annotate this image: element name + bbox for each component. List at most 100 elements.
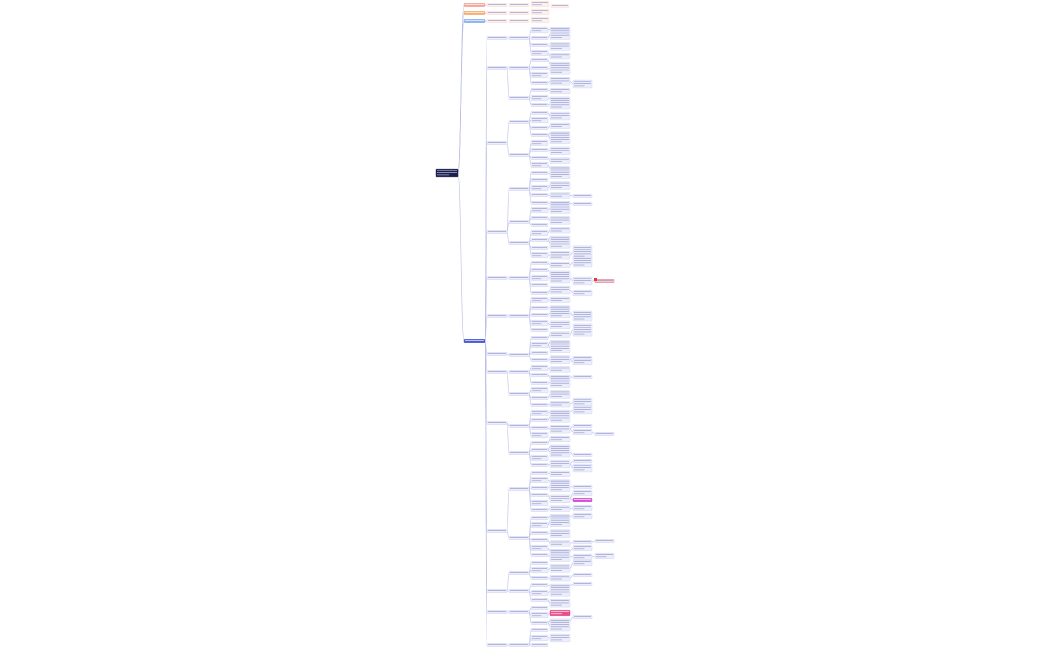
node-box	[549, 157, 571, 164]
connector	[506, 488, 510, 532]
connector	[506, 221, 510, 233]
node-box	[572, 554, 593, 561]
connector	[547, 411, 551, 414]
node-box	[549, 446, 571, 458]
node	[549, 459, 571, 469]
node	[486, 643, 508, 647]
connector	[547, 568, 551, 571]
node	[549, 470, 571, 477]
connector	[547, 427, 551, 430]
node	[572, 615, 593, 619]
node	[530, 463, 549, 467]
node	[572, 498, 593, 502]
node	[549, 237, 571, 249]
node	[530, 643, 549, 647]
node	[508, 153, 530, 157]
node-box	[530, 0, 550, 7]
node	[530, 545, 549, 552]
connector	[547, 239, 551, 244]
node	[508, 220, 530, 224]
connector	[528, 121, 532, 136]
node	[463, 19, 486, 23]
node	[572, 310, 593, 322]
node	[594, 553, 615, 560]
connector	[569, 357, 574, 360]
node-box	[530, 184, 549, 191]
connector	[547, 134, 551, 140]
node-box	[530, 522, 549, 529]
node	[530, 111, 549, 115]
node	[572, 245, 593, 259]
node-box	[549, 540, 571, 547]
node	[486, 589, 508, 593]
connector	[547, 112, 551, 117]
node-box	[530, 116, 549, 123]
node	[549, 262, 571, 269]
connector	[506, 353, 510, 356]
node	[549, 425, 571, 434]
connector	[528, 188, 532, 204]
node	[530, 229, 549, 236]
node	[594, 432, 615, 436]
marker	[594, 278, 597, 281]
connector	[528, 67, 532, 84]
node	[508, 96, 530, 100]
node-box	[549, 412, 571, 423]
connector	[528, 97, 532, 106]
node-box	[530, 365, 549, 372]
node	[530, 193, 549, 197]
connector	[569, 463, 574, 469]
node-box	[530, 387, 549, 394]
connector	[528, 389, 532, 395]
node	[486, 352, 508, 356]
node-box	[530, 590, 549, 597]
node	[549, 168, 571, 179]
node-box	[549, 516, 571, 527]
node	[572, 356, 593, 360]
connector	[528, 371, 532, 384]
node	[508, 3, 530, 7]
connector	[547, 89, 551, 92]
connector	[547, 612, 551, 616]
connector	[569, 312, 574, 317]
node	[530, 561, 549, 565]
node-box	[549, 227, 571, 234]
node	[530, 403, 549, 407]
node	[572, 463, 593, 473]
node	[594, 279, 615, 283]
node	[463, 339, 486, 343]
node	[549, 227, 571, 234]
node	[530, 8, 550, 15]
node-box	[508, 96, 530, 100]
node-box	[549, 203, 571, 214]
node	[572, 453, 593, 457]
node	[530, 206, 549, 213]
node	[508, 392, 530, 396]
node	[572, 397, 593, 407]
connector	[569, 359, 574, 363]
connector	[528, 367, 532, 373]
node	[508, 187, 530, 191]
node	[530, 133, 549, 137]
node	[530, 522, 549, 529]
node-box	[508, 3, 530, 7]
node	[530, 320, 549, 327]
connector	[528, 537, 532, 556]
node	[486, 610, 508, 614]
node	[508, 536, 530, 540]
connector	[569, 451, 574, 456]
connector	[547, 28, 551, 31]
connector	[569, 498, 574, 501]
node	[530, 116, 549, 123]
node	[530, 426, 549, 430]
node	[530, 178, 549, 182]
connector	[528, 572, 532, 579]
node	[549, 390, 571, 399]
connector	[506, 231, 510, 244]
node	[594, 539, 615, 543]
node-box	[572, 359, 593, 366]
node	[549, 251, 571, 260]
connector	[569, 562, 574, 569]
node	[572, 202, 593, 206]
